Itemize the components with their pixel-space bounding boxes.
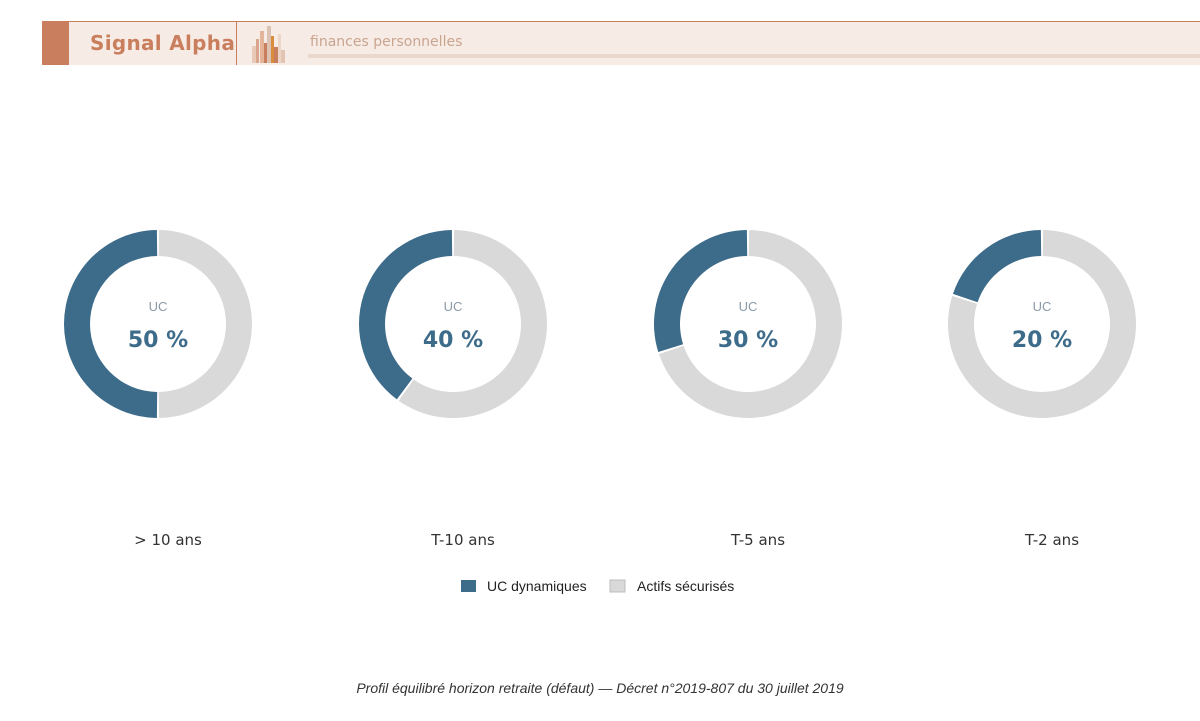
category-label: > 10 ans [134,531,202,549]
donut-center-label: UC [444,299,463,314]
donut-value-label: 40 % [423,328,483,353]
donut-center-label: UC [1033,299,1052,314]
donut-center-label: UC [739,299,758,314]
donut-slice-uc-dynamiques [359,230,453,400]
donut-value-label: 30 % [718,328,778,353]
donut-slice-uc-dynamiques [64,230,158,418]
legend-label-actifs-securises: Actifs sécurisés [637,578,734,594]
category-label: T-5 ans [730,531,785,549]
chart-footnote: Profil équilibré horizon retraite (défau… [356,680,844,696]
donut-value-label: 20 % [1012,328,1072,353]
donut-value-label: 50 % [128,328,188,353]
legend-swatch-actifs-securises [609,579,626,593]
donut-slice-uc-dynamiques [654,230,748,352]
donut-slice-uc-dynamiques [952,230,1042,303]
legend-swatch-uc-dynamiques [461,580,476,592]
banner-subtitle: finances personnelles [310,34,463,50]
donut-center-label: UC [149,299,168,314]
bar-chart-logo-icon [252,26,285,63]
subtitle-rule [308,54,1200,58]
banner-divider [236,22,237,65]
brand-color-block [42,22,69,65]
donut-slice-actifs-securises [398,230,547,418]
category-label: T-2 ans [1024,531,1079,549]
donut-slice-actifs-securises [158,230,252,418]
header-banner: Signal Alpha finances personnelles [42,21,1200,65]
legend-label-uc-dynamiques: UC dynamiques [487,578,587,594]
brand-name: Signal Alpha [90,31,236,55]
category-label: T-10 ans [430,531,495,549]
